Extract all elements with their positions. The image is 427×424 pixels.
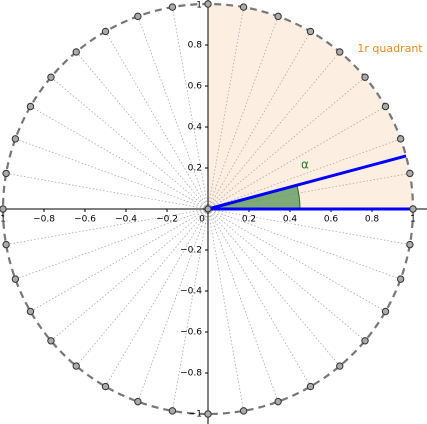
- ray: [207, 106, 386, 210]
- circle-point: [239, 407, 248, 415]
- ray: [207, 208, 244, 411]
- ray: [30, 106, 209, 210]
- ray: [6, 173, 209, 210]
- angle-ray: [207, 154, 407, 211]
- ray: [137, 208, 209, 402]
- circle-point: [406, 169, 414, 178]
- x-tick-label: 0.4: [283, 215, 298, 225]
- y-tick-label: −0.4: [180, 287, 202, 297]
- quadrant-fill: [208, 4, 413, 209]
- circle-point: [11, 275, 20, 283]
- x-tick-label: 0.2: [242, 215, 256, 225]
- circle-point: [361, 337, 369, 345]
- circle-point: [396, 275, 405, 283]
- ray: [207, 208, 410, 245]
- ray: [207, 173, 410, 210]
- x-tick-label: 0.8: [365, 215, 380, 225]
- x-tick-label: 0.6: [324, 215, 339, 225]
- y-tick-label: −0.2: [180, 246, 202, 256]
- ray: [75, 208, 209, 367]
- ray: [15, 138, 209, 210]
- ray: [172, 208, 209, 411]
- ray: [207, 208, 279, 402]
- circle-point: [396, 135, 405, 143]
- circle-point: [306, 382, 315, 391]
- ray: [207, 208, 386, 312]
- ray: [50, 76, 209, 210]
- circle-point: [0, 205, 7, 213]
- circle-point: [336, 362, 344, 370]
- ray: [6, 208, 209, 245]
- circle-point: [134, 12, 142, 21]
- ray: [207, 138, 401, 210]
- ray: [207, 208, 401, 280]
- circle-point: [274, 12, 282, 21]
- circle-point: [72, 48, 80, 56]
- circle-point: [47, 337, 55, 345]
- circle-point: [134, 397, 142, 406]
- circle-point: [204, 410, 212, 418]
- circle-point: [409, 205, 417, 213]
- x-tick-label: −0.2: [156, 215, 178, 225]
- quadrant-label: 1r quadrant: [357, 42, 423, 55]
- x-tick-label: −0.4: [115, 215, 137, 225]
- ray: [207, 31, 311, 210]
- y-tick-label: 0.4: [188, 123, 203, 133]
- x-tick-label: 0: [199, 215, 205, 225]
- x-tick-label: 1: [0, 215, 6, 225]
- circle-point: [381, 307, 390, 316]
- origin-point: [204, 205, 212, 213]
- ray: [30, 208, 209, 312]
- ray: [15, 208, 209, 280]
- circle-point: [168, 3, 177, 11]
- circle-point: [336, 48, 344, 56]
- circle-point: [204, 0, 212, 8]
- y-tick-label: 0.8: [188, 41, 203, 51]
- ray: [105, 31, 209, 210]
- circle-point: [2, 240, 10, 249]
- ray: [207, 208, 366, 342]
- circle-point: [306, 27, 315, 36]
- circle-point: [168, 407, 177, 415]
- y-tick-label: 1: [196, 1, 202, 11]
- y-tick-label: −0.8: [180, 369, 202, 379]
- circle-point: [101, 27, 110, 36]
- ray: [207, 51, 341, 210]
- circle-point: [381, 102, 390, 111]
- y-tick-label: −1: [189, 410, 202, 420]
- ray: [207, 16, 279, 210]
- circle-point: [11, 135, 20, 143]
- ray: [207, 208, 341, 367]
- x-tick-label: −0.8: [33, 215, 55, 225]
- ray: [105, 208, 209, 387]
- ray: [75, 51, 209, 210]
- circle-point: [26, 307, 35, 316]
- circle-point: [274, 397, 282, 406]
- ray: [207, 7, 244, 210]
- ray: [207, 76, 366, 210]
- x-tick-label: 1: [410, 215, 416, 225]
- angle-label: α: [301, 158, 309, 172]
- ray: [50, 208, 209, 342]
- x-tick-label: −0.6: [74, 215, 96, 225]
- ray: [137, 16, 209, 210]
- y-tick-label: 0.6: [188, 82, 203, 92]
- circle-point: [47, 73, 55, 81]
- circle-point: [361, 73, 369, 81]
- ray: [207, 208, 311, 387]
- circle-point: [26, 102, 35, 111]
- y-tick-label: 0.2: [188, 164, 202, 174]
- circle-point: [239, 3, 248, 11]
- circle-point: [72, 362, 80, 370]
- circle-point: [101, 382, 110, 391]
- y-tick-label: −0.6: [180, 328, 202, 338]
- circle-point: [2, 169, 10, 178]
- ray: [172, 7, 209, 210]
- circle-point: [406, 240, 414, 249]
